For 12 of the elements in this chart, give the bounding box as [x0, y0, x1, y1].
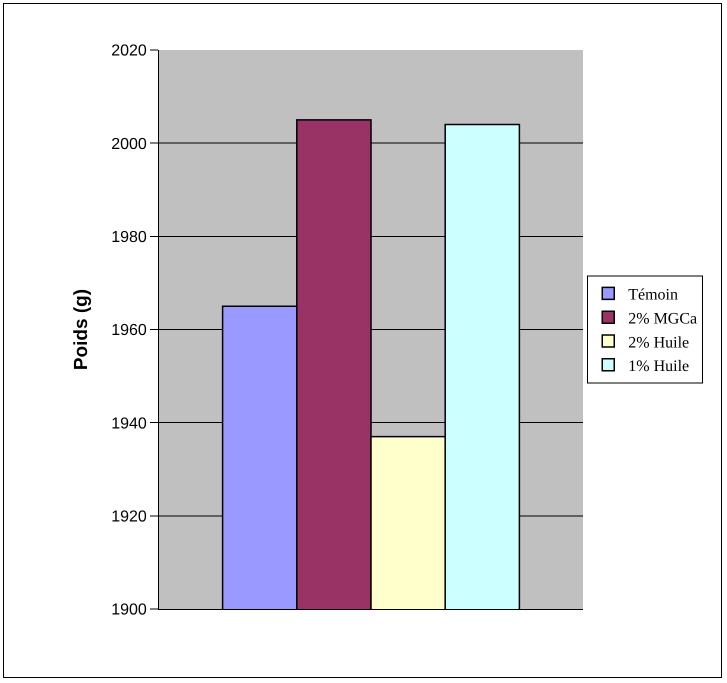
y-tick-label: 1940	[111, 415, 147, 432]
y-tick-label: 1960	[111, 322, 147, 340]
legend-label: 1% Huile	[628, 358, 690, 376]
y-tick-label: 1920	[111, 508, 147, 526]
y-axis-title: Poids (g)	[71, 288, 92, 370]
y-tick-label: 2000	[111, 136, 147, 153]
y-tick-label: 2020	[111, 42, 147, 60]
y-tick-label: 1900	[111, 602, 147, 619]
legend-label: 2% Huile	[628, 334, 690, 352]
y-tick-label: 1980	[111, 228, 147, 246]
legend-label: 2% MGCa	[628, 310, 698, 328]
legend-label: Témoin	[628, 286, 678, 304]
